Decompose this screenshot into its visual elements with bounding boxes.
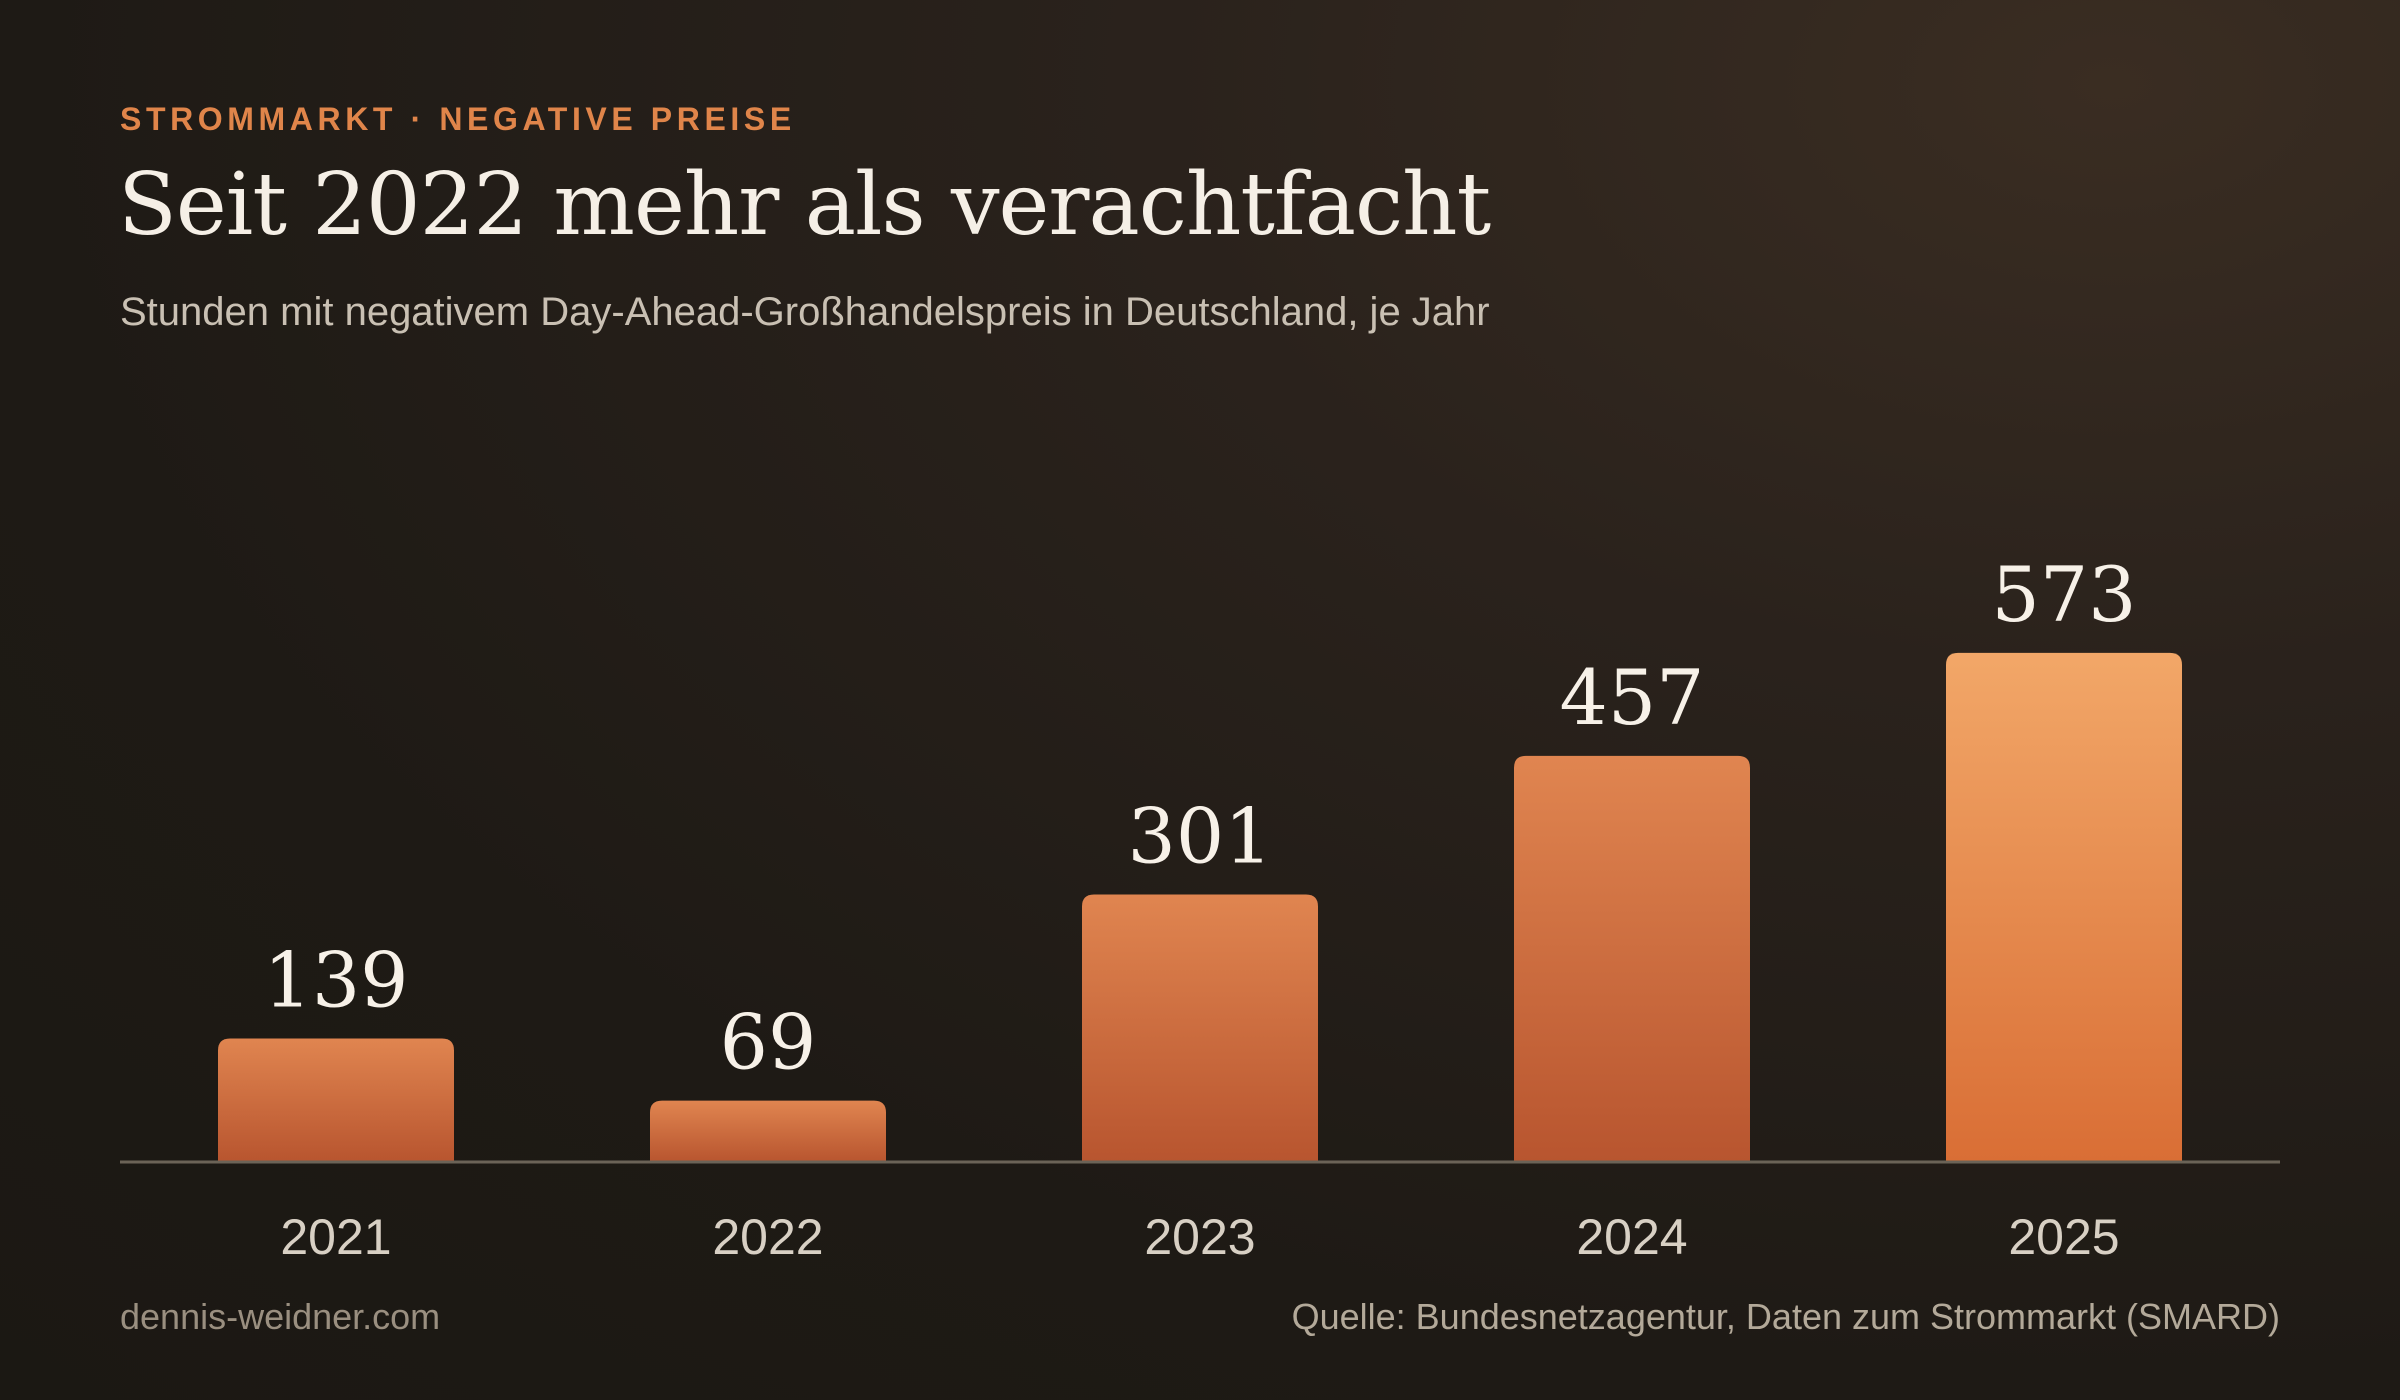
bar-2024: [1514, 755, 1750, 1162]
labels-group: 139 2021 69 2022 301 2023 457 2024 573 2025: [263, 550, 2136, 1265]
bar-2021: [218, 1038, 454, 1162]
bars-group: [218, 652, 2182, 1162]
bar-2023: [1082, 894, 1318, 1162]
data-label-2023: 301: [1127, 792, 1272, 881]
x-tick-label-2024: 2024: [1576, 1209, 1687, 1265]
x-tick-label-2023: 2023: [1144, 1209, 1255, 1265]
kicker-label: STROMMARKT · NEGATIVE PREISE: [120, 101, 796, 137]
data-label-2024: 457: [1559, 653, 1704, 742]
chart-subtitle: Stunden mit negativem Day-Ahead-Großhand…: [120, 290, 1490, 334]
x-tick-label-2021: 2021: [280, 1209, 391, 1265]
bar-2022: [650, 1100, 886, 1162]
data-label-2025: 573: [1991, 550, 2136, 639]
footer-source: Quelle: Bundesnetzagentur, Daten zum Str…: [1291, 1296, 2280, 1337]
data-label-2021: 139: [263, 935, 408, 1024]
chart-title: Seit 2022 mehr als verachtfacht: [118, 155, 1491, 255]
footer-site: dennis-weidner.com: [120, 1296, 441, 1337]
bar-2025: [1946, 652, 2182, 1162]
x-tick-label-2025: 2025: [2008, 1209, 2119, 1265]
x-tick-label-2022: 2022: [712, 1209, 823, 1265]
data-label-2022: 69: [720, 998, 817, 1087]
